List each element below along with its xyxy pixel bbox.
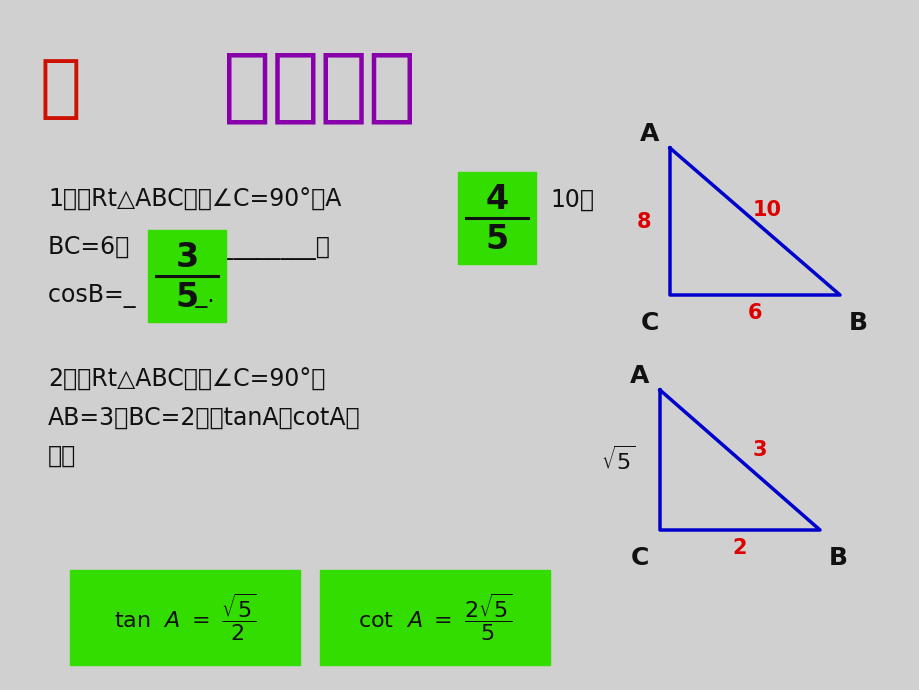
Text: 6: 6: [747, 303, 762, 323]
Text: $\mathrm{tan}\ \ A\ =\ \dfrac{\sqrt{5}}{2}$: $\mathrm{tan}\ \ A\ =\ \dfrac{\sqrt{5}}{…: [114, 592, 255, 643]
Text: 2: 2: [732, 538, 746, 558]
Text: 2、在Rt△ABC中，∠C=90°，: 2、在Rt△ABC中，∠C=90°，: [48, 368, 325, 392]
Text: 4: 4: [485, 183, 508, 216]
Text: 5: 5: [176, 281, 199, 314]
Bar: [148, 230, 226, 322]
Text: C: C: [641, 311, 659, 335]
Text: 10，: 10，: [550, 188, 594, 212]
Text: 1、在Rt△ABC中，∠C=90°，A: 1、在Rt△ABC中，∠C=90°，A: [48, 188, 341, 212]
Text: 3: 3: [176, 241, 199, 274]
Text: BC=6，   sinB=________，: BC=6， sinB=________，: [48, 235, 330, 261]
Text: A: A: [630, 364, 649, 388]
Text: cosB=_        _.: cosB=_ _.: [48, 284, 214, 308]
Bar: [458, 172, 536, 264]
Text: A: A: [640, 122, 659, 146]
Bar: [70, 570, 300, 665]
Text: 👍: 👍: [40, 55, 81, 121]
Text: 3: 3: [752, 440, 766, 460]
Text: 知识检测: 知识检测: [223, 49, 416, 127]
Text: $\sqrt{5}$: $\sqrt{5}$: [600, 446, 635, 474]
Text: AB=3，BC=2，求tanA、cotA的: AB=3，BC=2，求tanA、cotA的: [48, 406, 360, 430]
Text: C: C: [630, 546, 649, 570]
Text: B: B: [828, 546, 846, 570]
Text: 8: 8: [636, 212, 651, 232]
Text: B: B: [847, 311, 867, 335]
Text: 5: 5: [485, 223, 508, 256]
Text: 値。: 値。: [48, 444, 76, 468]
Bar: [320, 570, 550, 665]
Text: 10: 10: [752, 199, 780, 219]
Text: $\mathrm{cot}\ \ A\ =\ \dfrac{2\sqrt{5}}{5}$: $\mathrm{cot}\ \ A\ =\ \dfrac{2\sqrt{5}}…: [357, 592, 512, 643]
